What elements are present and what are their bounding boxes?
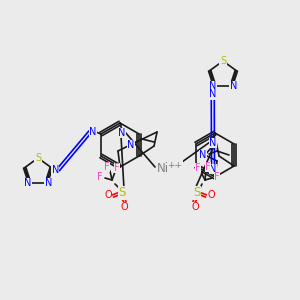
- Text: O: O: [207, 190, 215, 200]
- Text: S: S: [193, 187, 201, 200]
- Text: F: F: [205, 162, 211, 172]
- Text: N: N: [209, 164, 217, 174]
- Text: F: F: [104, 162, 110, 172]
- Text: O: O: [104, 190, 112, 200]
- Text: F: F: [195, 163, 201, 173]
- Text: S: S: [220, 56, 226, 66]
- Text: N: N: [230, 81, 237, 91]
- Text: S: S: [118, 187, 126, 200]
- Text: Ni: Ni: [157, 161, 169, 175]
- Text: N: N: [209, 81, 217, 91]
- Text: N: N: [89, 127, 97, 137]
- Text: N: N: [209, 138, 217, 148]
- Text: N: N: [118, 128, 126, 138]
- Text: F: F: [114, 163, 120, 173]
- Text: O: O: [120, 202, 128, 212]
- Text: F: F: [214, 172, 220, 182]
- Text: F: F: [97, 172, 103, 182]
- Text: N: N: [44, 178, 52, 188]
- Text: S: S: [35, 153, 41, 163]
- Text: N: N: [199, 150, 207, 160]
- Text: N: N: [209, 89, 217, 99]
- Text: N: N: [24, 178, 32, 188]
- Text: ++: ++: [167, 160, 182, 169]
- Text: O: O: [191, 202, 199, 212]
- Text: N: N: [52, 165, 59, 175]
- Text: N: N: [127, 140, 135, 150]
